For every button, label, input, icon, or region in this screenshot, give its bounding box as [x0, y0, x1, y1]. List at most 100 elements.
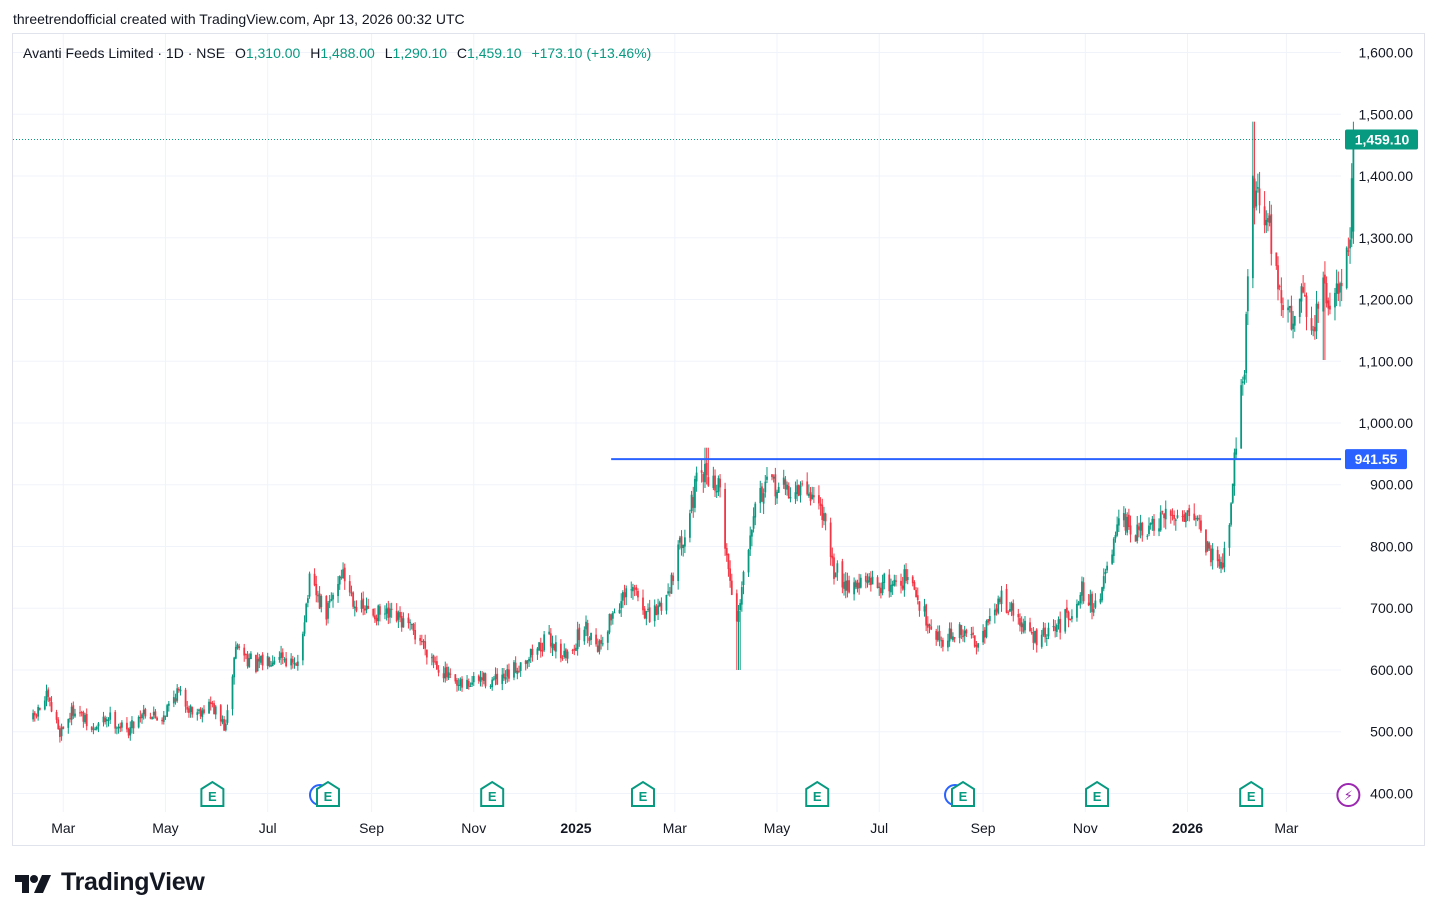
candle-body — [538, 642, 541, 651]
candle-body — [271, 662, 274, 667]
candle-body — [186, 707, 189, 710]
x-tick-label: 2025 — [560, 820, 591, 836]
earnings-event-icon[interactable] — [805, 780, 830, 807]
candle-body — [454, 674, 457, 682]
y-tick-label: 800.00 — [1370, 538, 1413, 554]
earnings-event-icon[interactable] — [480, 780, 505, 807]
candle-body — [80, 712, 83, 714]
candle-body — [188, 708, 190, 713]
candle-body — [317, 595, 319, 597]
low-value: 1,290.10 — [392, 45, 448, 61]
candle-body — [266, 656, 269, 666]
earnings-event-icon[interactable] — [1239, 780, 1264, 807]
candle-body — [1352, 139, 1355, 232]
candle-body — [1069, 618, 1072, 621]
chart-pane[interactable] — [12, 33, 1425, 846]
candle-body — [1188, 508, 1191, 517]
candle-body — [528, 658, 530, 662]
candle-body — [231, 676, 234, 710]
y-tick-label: 500.00 — [1370, 724, 1413, 740]
candle-body — [836, 563, 839, 573]
candle-body — [442, 673, 445, 679]
candle-body — [623, 592, 626, 598]
earnings-event-icon[interactable] — [315, 780, 340, 807]
candle-body — [702, 473, 705, 482]
earnings-event-icon[interactable] — [630, 780, 655, 807]
candle-body — [796, 485, 799, 495]
candle-body — [695, 472, 698, 482]
candle-body — [104, 717, 107, 723]
candle-body — [467, 681, 470, 687]
candle-body — [1282, 305, 1284, 311]
candle-body — [412, 623, 415, 631]
candle-body — [363, 608, 366, 611]
candle-body — [588, 637, 591, 641]
earnings-event-icon[interactable] — [951, 780, 976, 807]
candle-body — [784, 479, 787, 490]
candle-body — [689, 513, 691, 538]
candle-body — [414, 630, 417, 640]
candle-body — [1241, 381, 1244, 384]
candle-body — [1045, 637, 1048, 639]
candle-body — [730, 580, 733, 595]
candle-body — [1114, 535, 1117, 539]
candle-body — [50, 702, 53, 712]
candle-body — [211, 703, 214, 705]
candle-body — [255, 654, 257, 672]
candle-body — [565, 649, 567, 658]
candle-body — [1251, 175, 1254, 279]
candle-body — [434, 661, 437, 663]
candle-body — [447, 672, 450, 679]
candle-body — [389, 608, 391, 618]
candle-body — [425, 649, 428, 658]
candle-body — [665, 594, 668, 611]
candle-body — [1007, 612, 1010, 614]
candle-body — [600, 639, 603, 644]
candle-body — [1148, 525, 1150, 534]
last-price-tag — [1345, 129, 1418, 150]
candle-body — [283, 659, 286, 661]
candle-body — [43, 700, 46, 710]
candle-body — [191, 707, 194, 715]
candle-body — [67, 718, 70, 728]
candle-body — [268, 657, 271, 667]
candle-body — [536, 648, 539, 655]
candle-body — [172, 697, 175, 704]
candle-body — [1337, 283, 1340, 294]
candle-body — [419, 638, 422, 641]
candle-body — [876, 577, 879, 589]
earnings-event-icon[interactable] — [1085, 780, 1110, 807]
candle-body — [177, 688, 180, 691]
candle-body — [250, 653, 252, 660]
candle-body — [446, 666, 448, 678]
candle-body — [972, 632, 974, 635]
candle-body — [1000, 590, 1003, 605]
dividend-event-icon[interactable] — [1336, 783, 1361, 807]
y-tick-label: 600.00 — [1370, 662, 1413, 678]
candle-body — [424, 641, 427, 649]
candle-body — [1218, 559, 1221, 567]
candle-body — [137, 717, 140, 728]
candle-body — [658, 602, 661, 607]
candle-body — [787, 485, 790, 499]
candle-body — [1101, 587, 1103, 601]
candle-body — [121, 722, 123, 728]
candle-body — [833, 557, 835, 579]
candle-body — [1267, 218, 1269, 222]
tradingview-logo[interactable]: TradingView — [15, 868, 205, 897]
candle-body — [285, 658, 288, 667]
candle-body — [461, 678, 463, 688]
candle-body — [940, 640, 943, 642]
candle-body — [926, 623, 929, 628]
candle-body — [611, 613, 614, 619]
candle-body — [1047, 627, 1050, 637]
y-tick-label: 1,600.00 — [1359, 45, 1414, 61]
candle-body — [315, 583, 318, 596]
earnings-event-icon[interactable] — [200, 780, 225, 807]
candle-body — [164, 715, 167, 717]
x-tick-label: Nov — [1073, 820, 1098, 836]
candle-body — [132, 721, 135, 729]
candle-body — [700, 470, 703, 473]
candle-body — [1287, 307, 1289, 311]
